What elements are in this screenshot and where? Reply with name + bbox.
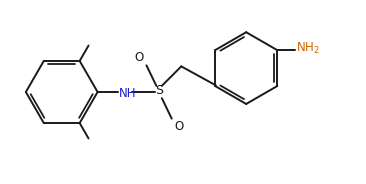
Text: NH$_2$: NH$_2$ — [296, 41, 320, 56]
Text: NH: NH — [119, 87, 136, 100]
Text: O: O — [135, 51, 144, 64]
Text: O: O — [174, 120, 183, 133]
Text: S: S — [155, 84, 163, 97]
